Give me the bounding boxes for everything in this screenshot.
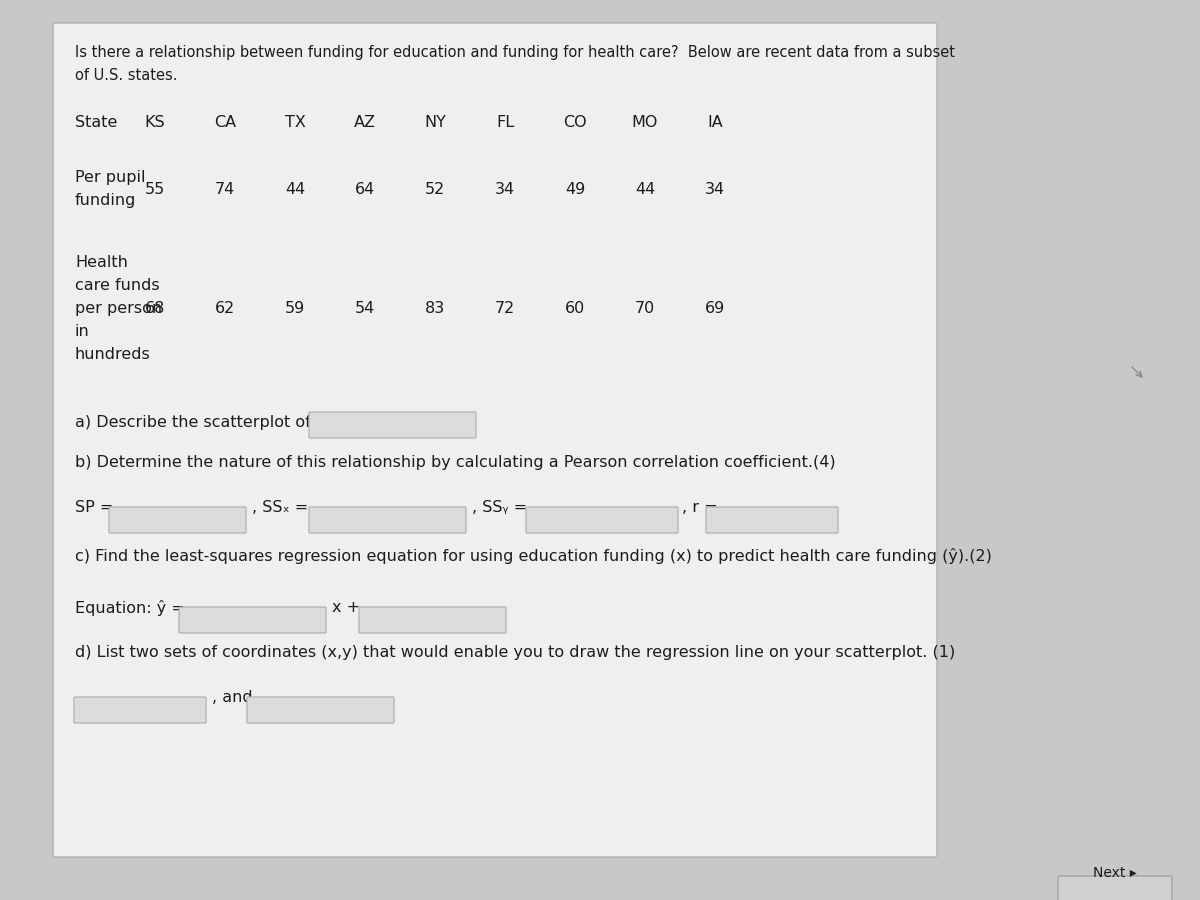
Text: Per pupil: Per pupil	[74, 170, 145, 185]
Text: , r =: , r =	[682, 500, 718, 515]
Text: CA: CA	[214, 115, 236, 130]
Text: funding: funding	[74, 193, 137, 208]
Text: , SSᵧ =: , SSᵧ =	[472, 500, 527, 515]
Text: 34: 34	[494, 182, 515, 197]
FancyBboxPatch shape	[247, 697, 394, 723]
Text: 49: 49	[565, 182, 586, 197]
Text: in: in	[74, 324, 90, 339]
FancyBboxPatch shape	[179, 607, 326, 633]
Text: KS: KS	[145, 115, 166, 130]
FancyBboxPatch shape	[359, 607, 506, 633]
Text: 72: 72	[494, 301, 515, 316]
FancyBboxPatch shape	[1058, 876, 1172, 900]
FancyBboxPatch shape	[109, 507, 246, 533]
Text: Equation: ŷ =: Equation: ŷ =	[74, 600, 185, 616]
Text: Next ▸: Next ▸	[1093, 866, 1136, 880]
Text: x +: x +	[332, 600, 360, 615]
Text: TX: TX	[284, 115, 306, 130]
Text: Health: Health	[74, 255, 128, 270]
Text: 59: 59	[284, 301, 305, 316]
Text: 55: 55	[145, 182, 166, 197]
Text: 44: 44	[635, 182, 655, 197]
Text: Is there a relationship between funding for education and funding for health car: Is there a relationship between funding …	[74, 45, 955, 60]
FancyBboxPatch shape	[53, 23, 937, 857]
FancyBboxPatch shape	[310, 412, 476, 438]
Text: 83: 83	[425, 301, 445, 316]
Text: CO: CO	[563, 115, 587, 130]
Text: d) List two sets of coordinates (x,y) that would enable you to draw the regressi: d) List two sets of coordinates (x,y) th…	[74, 645, 955, 660]
Text: c) Find the least-squares regression equation for using education funding (x) to: c) Find the least-squares regression equ…	[74, 548, 992, 564]
Text: care funds: care funds	[74, 278, 160, 293]
Text: 60: 60	[565, 301, 586, 316]
Text: per person: per person	[74, 301, 162, 316]
Text: NY: NY	[424, 115, 446, 130]
FancyBboxPatch shape	[74, 697, 206, 723]
Text: , and: , and	[212, 690, 253, 705]
Text: 52: 52	[425, 182, 445, 197]
Text: of U.S. states.: of U.S. states.	[74, 68, 178, 83]
Text: 62: 62	[215, 301, 235, 316]
Text: AZ: AZ	[354, 115, 376, 130]
Text: 34: 34	[704, 182, 725, 197]
Text: b) Determine the nature of this relationship by calculating a Pearson correlatio: b) Determine the nature of this relation…	[74, 455, 835, 470]
FancyBboxPatch shape	[310, 507, 466, 533]
Text: 44: 44	[284, 182, 305, 197]
Text: a) Describe the scatterplot of these data. (2): a) Describe the scatterplot of these dat…	[74, 415, 434, 430]
Text: IA: IA	[707, 115, 722, 130]
Text: hundreds: hundreds	[74, 347, 151, 362]
Text: 68: 68	[145, 301, 166, 316]
Text: 74: 74	[215, 182, 235, 197]
FancyBboxPatch shape	[706, 507, 838, 533]
Text: State: State	[74, 115, 118, 130]
Text: FL: FL	[496, 115, 514, 130]
Text: MO: MO	[632, 115, 658, 130]
Text: , SSₓ =: , SSₓ =	[252, 500, 308, 515]
Text: 69: 69	[704, 301, 725, 316]
Text: SP =: SP =	[74, 500, 113, 515]
FancyBboxPatch shape	[526, 507, 678, 533]
Text: 70: 70	[635, 301, 655, 316]
Text: 64: 64	[355, 182, 376, 197]
Text: 54: 54	[355, 301, 376, 316]
